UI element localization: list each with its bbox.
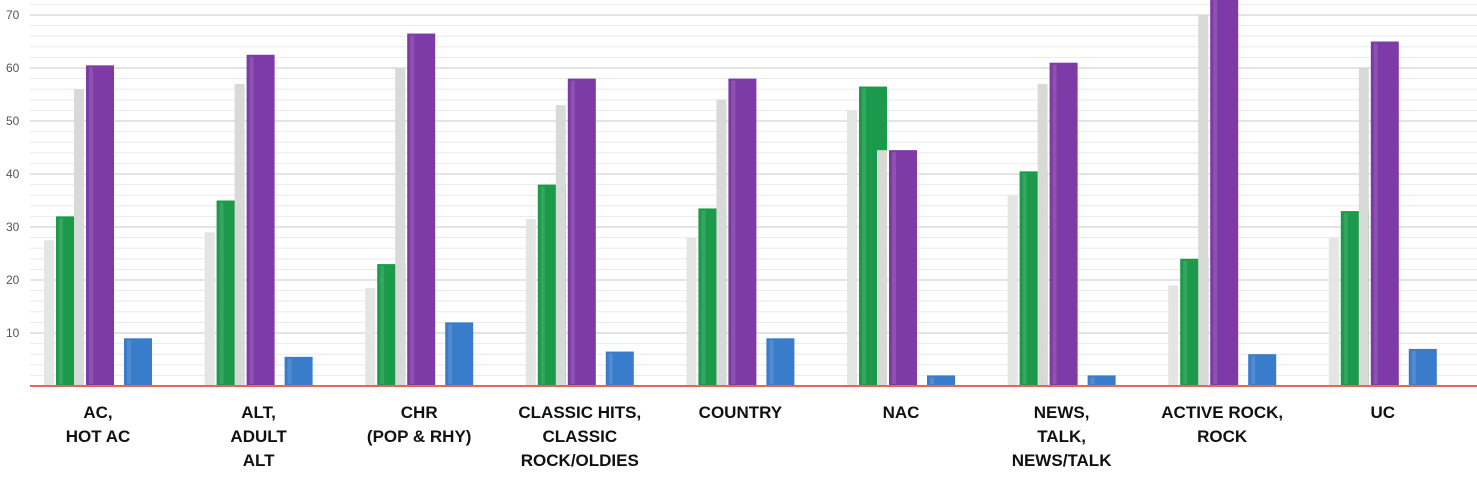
bar [1037,83,1048,387]
bar-highlight [1251,356,1256,384]
bar [1248,354,1277,386]
bar [1198,15,1209,386]
bar-highlight [1411,350,1416,384]
category-label: AC, [83,403,112,422]
bar [728,78,757,386]
bar [1408,348,1437,386]
bar-highlight [1213,0,1218,384]
bar-highlight [448,324,453,384]
bar-highlight [127,340,131,384]
bar [766,338,795,386]
category-label: CLASSIC [542,427,617,446]
bar-highlight [249,56,254,384]
bar-highlight [410,35,415,385]
bar [927,375,955,386]
bar [1168,285,1179,386]
bar-highlight [608,353,613,384]
bar-highlight [89,67,93,384]
bar-highlight [219,202,224,384]
bar [1328,237,1339,386]
bar [605,351,634,386]
y-tick-label: 50 [6,114,20,128]
y-tick-label: 30 [6,220,20,234]
category-label: HOT AC [66,427,131,446]
category-label: CLASSIC HITS, [518,403,641,422]
bar-highlight [769,340,774,384]
bar-highlight [59,218,63,384]
bar-highlight [380,266,385,384]
category-label: CHR [401,403,438,422]
category-label: ALT, [241,403,276,422]
bar [716,99,727,387]
bar-highlight [1022,173,1027,384]
category-label: ADULT [230,427,287,446]
y-tick-label: 10 [6,326,20,340]
bar-highlight [1090,377,1095,384]
bar [555,105,566,386]
bar-highlight [862,88,866,385]
category-label: ROCK/OLDIES [521,451,639,470]
bar [686,237,697,386]
bar-highlight [1183,260,1188,384]
y-axis-ticks: 10 20 30 40 50 60 70 [6,8,20,340]
bar [86,65,114,386]
bar-highlight [1343,213,1348,384]
bar [847,110,857,387]
bar [204,232,215,386]
y-tick-label: 60 [6,61,20,75]
category-label: NEWS/TALK [1012,451,1113,470]
category-labels: AC, HOT AC ALT, ADULT ALT CHR (POP & RHY) CLASS… [66,403,1395,470]
bar [1087,375,1116,386]
bar [365,287,376,386]
bar [877,150,887,386]
category-label: ACTIVE ROCK, [1161,403,1283,422]
bar [234,83,245,387]
bar [1210,0,1239,386]
bar [567,78,596,386]
bar [889,150,917,386]
bar [407,33,436,387]
category-label: ROCK [1197,427,1248,446]
y-tick-label: 40 [6,167,20,181]
category-label: (POP & RHY) [367,427,472,446]
bar-highlight [1052,64,1057,384]
bar [1007,195,1018,386]
bars [44,0,1437,387]
bar-highlight [701,210,706,384]
category-label: UC [1371,403,1396,422]
bar [44,240,54,386]
bar [124,338,152,386]
bar-highlight [540,186,545,384]
bar [246,54,275,386]
y-tick-label: 70 [6,8,20,22]
y-tick-label: 20 [6,273,20,287]
bar [74,89,84,386]
bar [395,68,406,386]
category-label: NEWS, [1034,403,1090,422]
bar [284,356,313,386]
bar-highlight [930,377,934,384]
category-label: TALK, [1037,427,1086,446]
bar-highlight [570,80,575,384]
bar-highlight [1373,43,1378,384]
category-label: NAC [883,403,920,422]
bar-highlight [731,80,736,384]
bar-highlight [892,152,896,384]
bar [445,322,474,386]
category-label: COUNTRY [699,403,783,422]
category-label: ALT [243,451,275,470]
bar-highlight [287,358,292,384]
bar [1370,41,1399,386]
bar [1358,68,1369,386]
bar [1049,62,1078,386]
bar [525,219,536,386]
